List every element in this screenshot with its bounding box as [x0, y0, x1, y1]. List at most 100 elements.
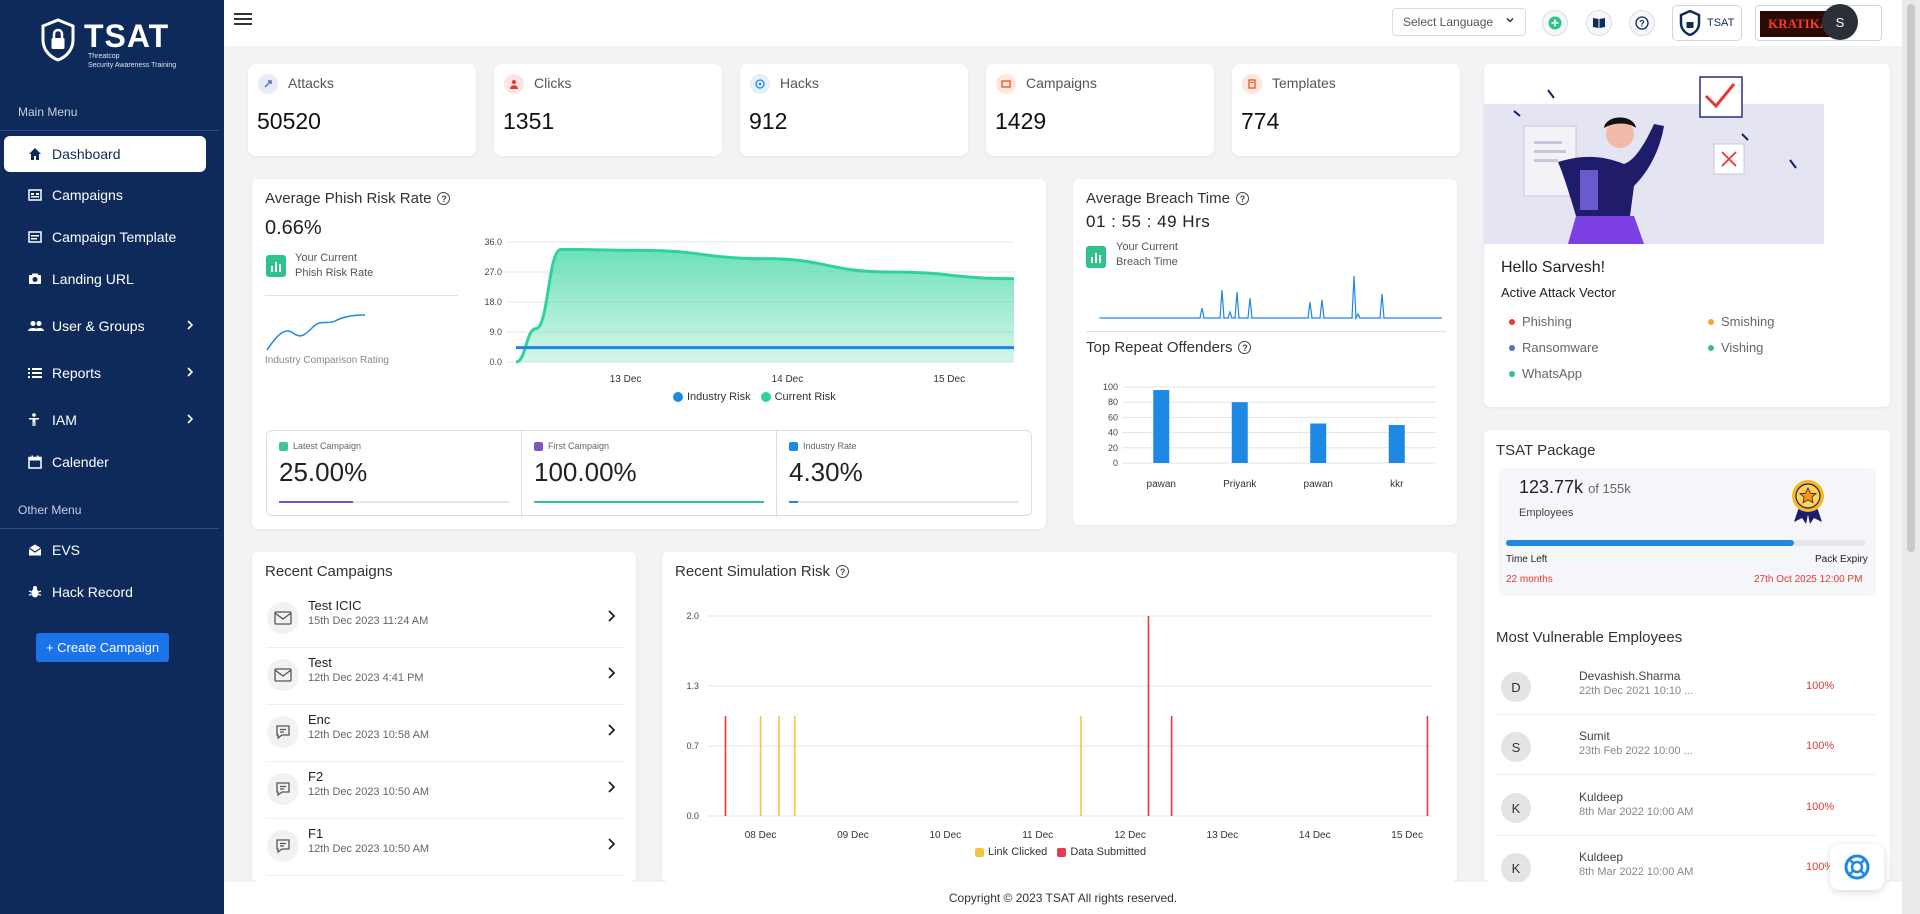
envelope-icon — [267, 659, 299, 691]
campaigns-icon — [28, 188, 52, 202]
template-icon — [28, 230, 52, 244]
chevron-right-icon[interactable] — [606, 609, 616, 623]
templates-stat-icon — [1242, 74, 1262, 94]
package-employees: 123.77k of 155k — [1519, 477, 1631, 497]
sidebar-item-campaigns[interactable]: Campaigns — [0, 177, 206, 213]
sidebar-item-calender[interactable]: Calender — [0, 444, 206, 480]
book-icon — [1593, 18, 1605, 28]
campaign-date: 12th Dec 2023 10:58 AM — [308, 729, 430, 741]
main-menu-label: Main Menu — [18, 105, 78, 119]
sidebar-item-label: Campaign Template — [52, 229, 177, 245]
plus-circle-icon — [1548, 16, 1562, 30]
sidebar-item-reports[interactable]: Reports — [0, 355, 206, 391]
tsat-label: TSAT — [1707, 17, 1735, 29]
employee-name: Kuldeep — [1579, 790, 1624, 804]
shield-icon — [1679, 10, 1701, 36]
employee-row[interactable]: D Devashish.Sharma 22th Dec 2021 10:10 .… — [1496, 655, 1876, 715]
sidebar-item-landing-url[interactable]: Landing URL — [0, 261, 206, 297]
sidebar-item-hack-record[interactable]: Hack Record — [0, 574, 206, 610]
breach-sparkline — [1098, 275, 1442, 321]
legend-current-risk: Current Risk — [760, 391, 836, 403]
x-tick-label: 12 Dec — [1114, 830, 1146, 841]
chevron-right-icon[interactable] — [606, 780, 616, 794]
bar-chart-icon — [266, 255, 286, 277]
help-button[interactable]: ? — [1629, 10, 1655, 36]
phish-chart-legend: Industry Risk Current Risk — [673, 391, 836, 403]
sidebar-item-evs[interactable]: EVS — [0, 532, 206, 568]
stat-label: Hacks — [780, 75, 819, 91]
help-icon[interactable]: ? — [1238, 341, 1252, 354]
y-tick-label: 1.3 — [686, 681, 699, 691]
page-scrollbar[interactable] — [1902, 0, 1920, 914]
hamburger-menu-icon[interactable] — [234, 12, 252, 31]
tsat-app-button[interactable]: TSAT — [1672, 5, 1742, 41]
tsat-logo[interactable]: TSAT Threatcop Security Awareness Trainin… — [40, 18, 190, 72]
simulation-risk-chart: 2.0 1.3 0.7 0.0 08 Dec 09 Dec 10 Dec 11 Dec 12 D… — [686, 611, 1433, 841]
offender-bar[interactable] — [1310, 423, 1327, 463]
employee-row[interactable]: S Sumit 23th Feb 2022 10:00 ... 100% — [1496, 715, 1876, 775]
top-offenders-chart: 100 80 60 40 20 0 pawan Priyank pawan kkr — [1103, 382, 1436, 490]
campaign-date: 12th Dec 2023 10:50 AM — [308, 786, 430, 798]
offender-bar[interactable] — [1231, 402, 1248, 463]
employee-row[interactable]: K Kuldeep 8th Mar 2022 10:00 AM 100% — [1496, 776, 1876, 836]
vector-whatsapp[interactable]: WhatsApp — [1509, 366, 1582, 381]
campaign-name: Test ICIC — [308, 598, 362, 613]
package-usage-fill — [1506, 540, 1794, 546]
industry-comparison-label: Industry Comparison Rating — [265, 355, 389, 366]
brand-name: TSAT — [84, 18, 170, 54]
kpi-progress — [789, 501, 1019, 503]
help-icon[interactable]: ? — [836, 565, 850, 578]
list-item[interactable]: Test 12th Dec 2023 4:41 PM — [266, 649, 624, 705]
pack-expiry-value: 27th Oct 2025 12:00 PM — [1754, 574, 1863, 585]
chevron-right-icon[interactable] — [606, 723, 616, 737]
list-item[interactable]: Test ICIC 15th Dec 2023 11:24 AM — [266, 592, 624, 648]
stat-card-templates[interactable]: Templates 774 — [1232, 64, 1460, 156]
vector-smishing[interactable]: Smishing — [1708, 314, 1774, 329]
bug-icon — [28, 585, 52, 599]
stat-card-campaigns[interactable]: Campaigns 1429 — [986, 64, 1214, 156]
sidebar-item-iam[interactable]: IAM — [0, 402, 206, 438]
other-menu-label: Other Menu — [18, 503, 82, 517]
vector-vishing[interactable]: Vishing — [1708, 340, 1763, 355]
sidebar-item-dashboard[interactable]: Dashboard — [4, 136, 206, 172]
help-icon[interactable]: ? — [437, 192, 451, 205]
sidebar-item-label: IAM — [52, 412, 77, 428]
chat-icon — [267, 716, 299, 748]
kpi-first-campaign: First Campaign 100.00% — [522, 431, 777, 517]
sidebar-item-user-groups[interactable]: User & Groups — [0, 308, 206, 344]
support-button[interactable] — [1830, 844, 1884, 890]
vector-ransomware[interactable]: Ransomware — [1509, 340, 1599, 355]
sidebar-item-campaign-template[interactable]: Campaign Template — [0, 219, 206, 255]
company-profile[interactable]: KRATIKAL — [1755, 5, 1882, 41]
guide-button[interactable] — [1586, 10, 1612, 36]
create-campaign-button[interactable]: + Create Campaign — [36, 633, 169, 662]
vector-phishing[interactable]: Phishing — [1509, 314, 1572, 329]
x-tick-label: 09 Dec — [837, 830, 869, 841]
stat-card-attacks[interactable]: Attacks 50520 — [248, 64, 476, 156]
scrollbar-thumb[interactable] — [1907, 4, 1915, 552]
list-item[interactable]: F1 12th Dec 2023 10:50 AM — [266, 820, 624, 876]
chevron-right-icon — [187, 367, 194, 377]
attacks-icon — [258, 74, 278, 94]
user-avatar[interactable]: S — [1822, 4, 1858, 40]
legend-industry-risk: Industry Risk — [673, 391, 751, 403]
help-icon[interactable]: ? — [1235, 192, 1249, 205]
offender-bar[interactable] — [1153, 390, 1170, 463]
y-tick-label: 0.7 — [686, 741, 699, 751]
employee-row[interactable]: K Kuldeep 8th Mar 2022 10:00 AM 100% — [1496, 836, 1876, 882]
chevron-right-icon[interactable] — [606, 837, 616, 851]
breach-time-caption: Your Current Breach Time — [1116, 241, 1178, 268]
mail-icon — [28, 544, 52, 556]
y-tick-label: 36.0 — [484, 237, 502, 247]
list-item[interactable]: F2 12th Dec 2023 10:50 AM — [266, 763, 624, 819]
stat-card-clicks[interactable]: Clicks 1351 — [494, 64, 722, 156]
language-select[interactable]: Select Language — [1392, 8, 1526, 36]
simulation-title: Recent Simulation Risk? — [675, 563, 850, 580]
add-button[interactable] — [1542, 10, 1568, 36]
offender-bar[interactable] — [1388, 425, 1405, 463]
kpi-latest-campaign: Latest Campaign 25.00% — [267, 431, 522, 517]
chevron-right-icon[interactable] — [606, 666, 616, 680]
stat-card-hacks[interactable]: Hacks 912 — [740, 64, 968, 156]
list-item[interactable]: Enc 12th Dec 2023 10:58 AM — [266, 706, 624, 762]
brand-subtitle: Threatcop Security Awareness Training — [88, 53, 177, 69]
